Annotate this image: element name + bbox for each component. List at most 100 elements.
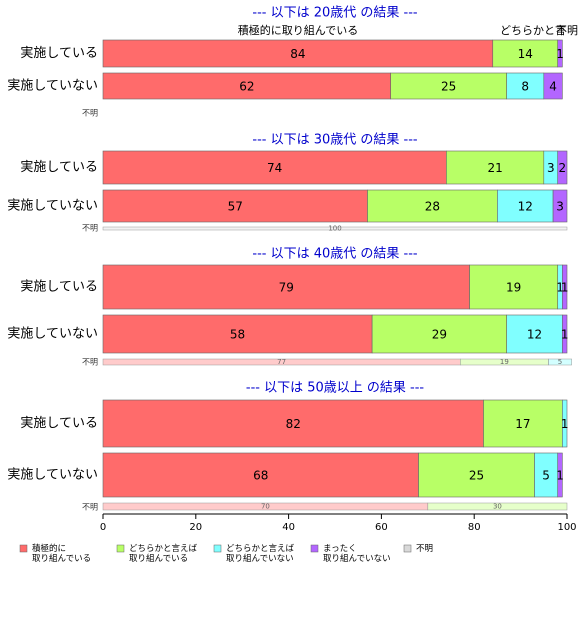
panel-title: --- 以下は 40歳代 の結果 --- <box>252 247 418 262</box>
x-tick-label: 40 <box>282 522 295 533</box>
bar-segment <box>469 264 559 310</box>
fumei-label: 不明 <box>82 224 98 233</box>
row-label: 実施していない <box>7 467 98 483</box>
bar-segment <box>102 189 368 223</box>
legend-label-line: 不明 <box>416 544 433 554</box>
bar-segment <box>506 314 563 354</box>
bar-segment <box>562 264 568 310</box>
bar-segment <box>552 189 568 223</box>
legend-label-line: まったく <box>323 544 357 554</box>
data-label: 84 <box>290 47 305 61</box>
fumei-data-label: 77 <box>277 358 286 366</box>
data-label: 57 <box>228 200 243 214</box>
bar-segment <box>102 399 484 448</box>
bar-segment <box>557 150 568 185</box>
legend-item: 積極的に取り組んでいる <box>19 543 91 564</box>
panel-title: --- 以下は 30歳代 の結果 --- <box>252 133 418 148</box>
bar-segment <box>557 39 563 68</box>
data-label: 25 <box>469 469 484 483</box>
bar-segment <box>562 399 568 448</box>
legend-swatch <box>19 544 28 553</box>
legend-label: どちらかと言えば取り組んでいない <box>226 543 295 564</box>
bar-segment <box>102 314 373 354</box>
data-label: 1 <box>561 328 569 342</box>
x-axis: 0 20 40 60 80 100 <box>100 513 577 533</box>
data-label: 21 <box>487 161 502 175</box>
panel-4: --- 以下は 50歳以上 の結果 --- 実施している 82 17 1 実施していない 6… <box>7 381 568 512</box>
bar-segment <box>506 72 545 100</box>
data-label: 68 <box>253 469 268 483</box>
data-label: 58 <box>230 328 245 342</box>
data-label: 12 <box>527 328 542 342</box>
legend-label-line: どちらかと言えば <box>226 543 295 554</box>
legend-label-line: 取り組んでいる <box>129 553 188 564</box>
data-label: 1 <box>561 281 569 295</box>
fumei-data-label: 30 <box>493 503 502 511</box>
legend-label: どちらかと言えば取り組んでいる <box>129 543 198 564</box>
legend-label: 積極的に取り組んでいる <box>32 543 91 564</box>
bar-segment <box>102 150 447 185</box>
fumei-label: 不明 <box>82 358 98 367</box>
row-label: 実施していない <box>7 326 98 342</box>
x-tick-label: 60 <box>375 522 388 533</box>
data-label: 1 <box>556 281 564 295</box>
data-label: 2 <box>559 161 567 175</box>
fumei-segment <box>548 358 572 366</box>
fumei-data-label: 70 <box>261 503 270 511</box>
bar-segment <box>562 314 568 354</box>
panel-title: --- 以下は 50歳以上 の結果 --- <box>246 381 425 396</box>
legend-swatch <box>213 544 222 553</box>
annotation-label: 不明 <box>556 24 578 37</box>
bar-segment <box>483 399 563 448</box>
data-label: 1 <box>561 417 569 431</box>
bar-segment <box>102 264 470 310</box>
fumei-data-label: 100 <box>328 225 341 233</box>
data-label: 17 <box>515 417 530 431</box>
data-label: 28 <box>425 200 440 214</box>
fumei-label: 不明 <box>82 109 98 118</box>
x-tick-label: 100 <box>557 522 576 533</box>
fumei-segment <box>102 226 568 231</box>
data-label: 4 <box>549 80 557 94</box>
fumei-segment <box>427 502 568 511</box>
row-label: 実施している <box>20 279 98 295</box>
bar-segment <box>497 189 554 223</box>
legend-swatch <box>403 544 412 553</box>
legend-label-line: どちらかと言えば <box>129 543 198 554</box>
annotation-label: 積極的に取り組んでいる <box>238 23 358 37</box>
data-label: 62 <box>239 80 254 94</box>
row-label: 実施していない <box>7 198 98 214</box>
legend-label-line: 取り組んでいない <box>323 553 391 564</box>
legend-label: 不明 <box>416 544 433 554</box>
legend-swatch <box>310 544 319 553</box>
bar-segment <box>492 39 559 68</box>
data-label: 25 <box>441 80 456 94</box>
panel-2: --- 以下は 30歳代 の結果 --- 実施している 74 21 3 2 実施していない 5… <box>7 133 568 233</box>
bar-segment <box>102 39 494 68</box>
row-label: 実施している <box>20 45 98 61</box>
x-tick-label: 80 <box>468 522 481 533</box>
data-label: 5 <box>542 469 550 483</box>
row-label: 実施している <box>20 159 98 175</box>
bar-segment <box>418 452 535 498</box>
legend-label-line: 積極的に <box>32 543 66 554</box>
x-tick-label: 20 <box>189 522 202 533</box>
bar-segment <box>446 150 545 185</box>
legend-swatch <box>116 544 125 553</box>
data-label: 8 <box>521 80 529 94</box>
data-label: 1 <box>556 47 564 61</box>
fumei-label: 不明 <box>82 503 98 512</box>
data-label: 74 <box>267 161 282 175</box>
legend-item: どちらかと言えば取り組んでいる <box>116 543 198 564</box>
data-label: 3 <box>556 200 564 214</box>
legend-item: どちらかと言えば取り組んでいない <box>213 543 295 564</box>
data-label: 1 <box>556 469 564 483</box>
row-label: 実施している <box>20 415 98 431</box>
legend-label-line: 取り組んでいない <box>226 553 294 564</box>
bar-segment <box>367 189 498 223</box>
